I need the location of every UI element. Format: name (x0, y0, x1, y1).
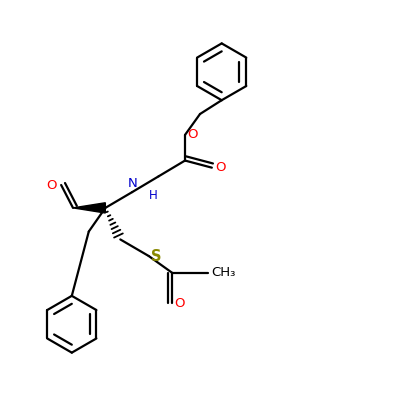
Text: O: O (174, 297, 185, 310)
Text: O: O (187, 128, 198, 142)
Text: CH₃: CH₃ (211, 266, 236, 280)
Text: O: O (215, 161, 226, 174)
Text: H: H (149, 189, 158, 202)
Polygon shape (73, 203, 105, 213)
Text: O: O (47, 178, 57, 192)
Text: S: S (151, 248, 161, 264)
Text: N: N (127, 177, 137, 190)
